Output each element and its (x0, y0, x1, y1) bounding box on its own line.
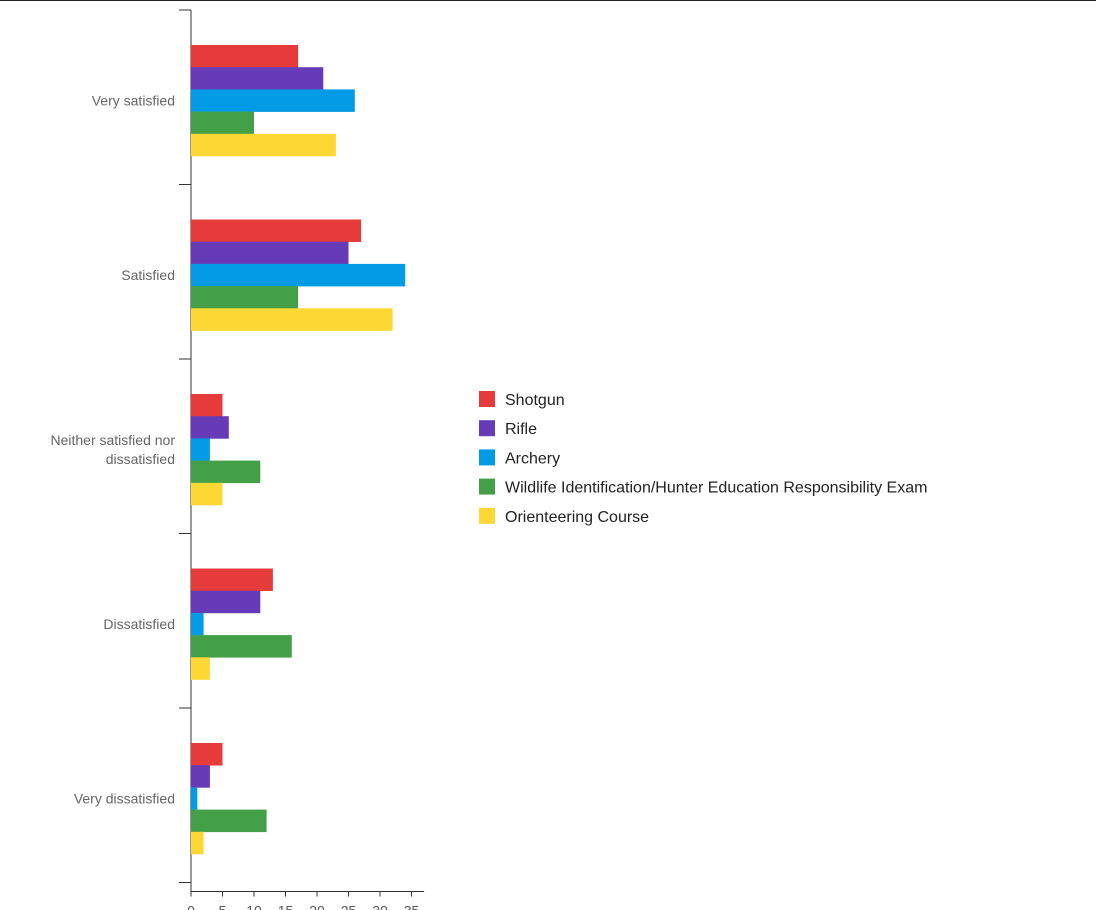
bar-shotgun-neither-satisfied-nor-dissatisfied (191, 394, 223, 417)
bar-rifle-dissatisfied (191, 590, 261, 614)
category-label: Satisfied (121, 267, 175, 283)
legend-label-shotgun: Shotgun (505, 392, 565, 409)
category-label: dissatisfied (106, 451, 175, 467)
bar-shotgun-satisfied (191, 219, 362, 242)
x-tick-label: 5 (219, 903, 227, 910)
category-labels: Very satisfied Satisfied Neither satisfied… (50, 93, 175, 807)
legend-label-wildlife-identification-hunter-education-responsibility-exam: Wildlife Identification/Hunter Education… (505, 480, 927, 497)
bar-rifle-neither-satisfied-nor-dissatisfied (191, 416, 229, 439)
legend: Shotgun Rifle Archery Wildlife Identificati… (479, 391, 927, 526)
top-border-line (0, 0, 1096, 1)
bar-rifle-satisfied (191, 241, 349, 265)
bar-archery-neither-satisfied-nor-dissatisfied (191, 438, 210, 461)
chart-bars (191, 45, 406, 855)
bar-shotgun-very-satisfied (191, 45, 299, 68)
legend-label-archery: Archery (505, 450, 560, 467)
legend-swatch-wildlife-identification-hunter-education-responsibility-exam (479, 478, 495, 495)
bar-rifle-very-satisfied (191, 67, 324, 90)
bar-shotgun-dissatisfied (191, 568, 273, 591)
bar-orienteering-course-very-dissatisfied (191, 831, 204, 855)
category-label: Dissatisfied (103, 616, 175, 632)
bar-wildlife-identification-hunter-education-responsibility-exam-neither-satisfied-nor-dissatisfied (191, 460, 261, 484)
category-label: Very dissatisfied (74, 791, 175, 807)
x-tick-label: 15 (278, 903, 294, 910)
category-label: Very satisfied (92, 93, 175, 109)
bar-archery-dissatisfied (191, 612, 204, 636)
x-tick-label: 30 (372, 903, 388, 910)
bar-orienteering-course-very-satisfied (191, 133, 336, 157)
legend-label-rifle: Rifle (505, 421, 537, 438)
x-tick-label: 35 (404, 903, 420, 910)
bar-orienteering-course-neither-satisfied-nor-dissatisfied (191, 482, 223, 506)
bar-orienteering-course-dissatisfied (191, 657, 210, 680)
x-tick-label: 0 (187, 903, 195, 910)
bar-archery-satisfied (191, 263, 406, 287)
x-tick-label: 25 (341, 903, 357, 910)
x-tick-label: 10 (246, 903, 262, 910)
legend-label-orienteering-course: Orienteering Course (505, 509, 649, 526)
legend-swatch-rifle (479, 420, 495, 437)
x-axis-ticks: 0 5 10 15 20 25 30 35 (187, 891, 420, 910)
bar-wildlife-identification-hunter-education-responsibility-exam-dissatisfied (191, 635, 292, 658)
bar-orienteering-course-satisfied (191, 308, 393, 331)
bar-rifle-very-dissatisfied (191, 765, 210, 788)
category-label: Neither satisfied nor (50, 432, 175, 448)
bar-wildlife-identification-hunter-education-responsibility-exam-very-dissatisfied (191, 809, 267, 833)
bar-archery-very-satisfied (191, 89, 355, 112)
bar-archery-very-dissatisfied (191, 787, 198, 810)
bar-wildlife-identification-hunter-education-responsibility-exam-very-satisfied (191, 111, 254, 135)
legend-swatch-orienteering-course (479, 507, 495, 524)
bar-wildlife-identification-hunter-education-responsibility-exam-satisfied (191, 286, 299, 309)
legend-swatch-shotgun (479, 391, 495, 407)
legend-swatch-archery (479, 449, 495, 466)
bar-shotgun-very-dissatisfied (191, 743, 223, 766)
x-tick-label: 20 (309, 903, 325, 910)
